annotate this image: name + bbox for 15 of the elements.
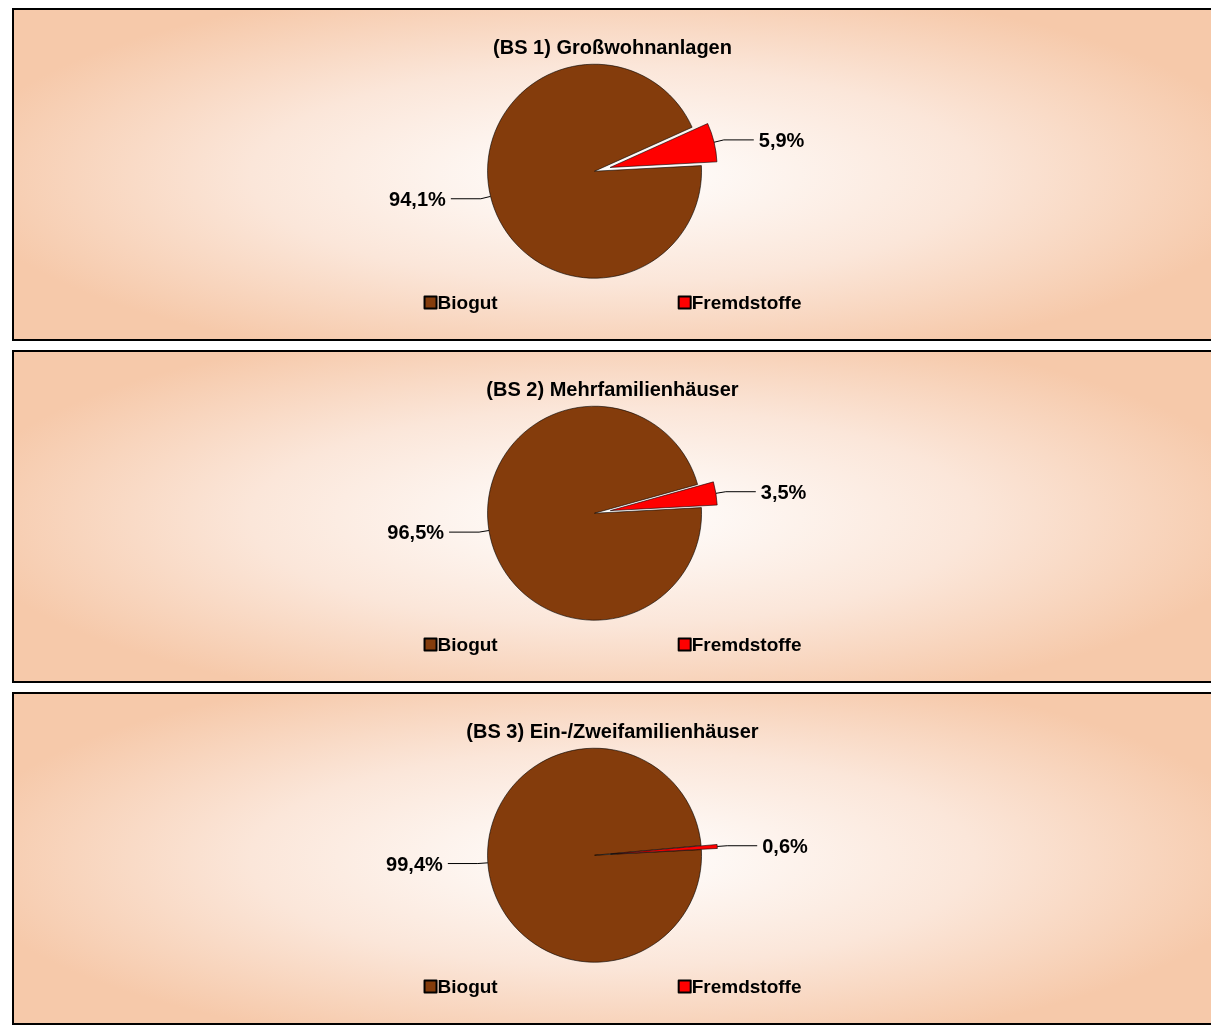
data-label: 96,5% xyxy=(387,521,445,544)
data-label: 5,9% xyxy=(758,128,805,151)
chart-title: (BS 1) Großwohnanlagen xyxy=(493,36,732,58)
legend-label: Fremdstoffe xyxy=(691,634,802,655)
legend-label: Fremdstoffe xyxy=(691,292,802,313)
legend-label: Biogut xyxy=(437,292,499,313)
legend-label: Biogut xyxy=(437,976,499,997)
data-label: 99,4% xyxy=(386,852,444,875)
data-label: 0,6% xyxy=(762,834,809,857)
data-label: 94,1% xyxy=(389,187,447,210)
chart-title: (BS 3) Ein-/Zweifamilienhäuser xyxy=(466,720,759,742)
legend-label: Biogut xyxy=(437,634,499,655)
chart-title: (BS 2) Mehrfamilienhäuser xyxy=(486,378,739,400)
legend-label: Fremdstoffe xyxy=(691,976,802,997)
data-label: 3,5% xyxy=(760,480,807,503)
